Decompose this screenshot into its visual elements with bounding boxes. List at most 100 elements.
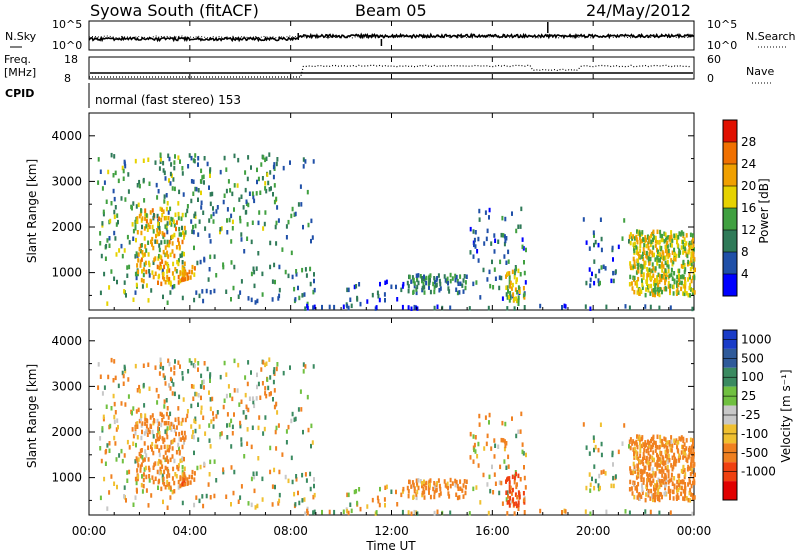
power-cell	[628, 234, 631, 239]
velocity-cell	[177, 479, 180, 485]
power-cell	[676, 243, 679, 248]
velocity-cell	[157, 394, 160, 399]
power-cell	[647, 234, 649, 239]
velocity-cell	[333, 509, 336, 515]
power-cell	[678, 231, 681, 236]
velocity-cell	[169, 485, 172, 490]
velocity-cell	[683, 474, 686, 480]
velocity-cell	[138, 388, 141, 394]
velocity-cell	[183, 472, 186, 477]
power-cell	[633, 241, 636, 247]
power-cell	[173, 275, 176, 281]
velocity-cell	[166, 444, 169, 450]
velocity-cell	[233, 388, 236, 393]
power-cell	[634, 264, 637, 269]
velocity-cell	[108, 490, 111, 495]
velocity-cell	[628, 439, 631, 444]
power-cell	[168, 268, 171, 273]
power-cell	[662, 264, 665, 269]
power-cell	[668, 273, 671, 279]
velocity-cell	[506, 500, 509, 505]
velocity-cell	[251, 425, 254, 430]
power-cell	[97, 157, 100, 162]
velocity-cell	[244, 375, 247, 380]
velocity-cell	[173, 370, 176, 376]
velocity-cell	[103, 385, 106, 390]
velocity-cell	[213, 493, 216, 499]
power-cell	[121, 165, 124, 171]
power-cell	[290, 213, 293, 219]
velocity-cell	[647, 439, 649, 444]
power-cell	[108, 243, 111, 248]
velocity-cell	[310, 443, 312, 449]
power-cell	[186, 208, 189, 214]
velocity-cell	[197, 402, 199, 407]
power-cell	[312, 159, 315, 164]
velocity-cell	[663, 436, 666, 441]
power-cell	[652, 287, 655, 293]
velocity-cell	[177, 416, 180, 422]
velocity-cell	[657, 487, 660, 493]
power-cell	[475, 280, 478, 285]
power-cell	[113, 214, 116, 220]
power-cell	[142, 158, 145, 163]
velocity-cell	[162, 454, 165, 460]
power-cell	[166, 239, 169, 245]
power-cell	[300, 202, 303, 207]
velocity-cell	[416, 489, 419, 495]
power-cell	[641, 278, 643, 283]
power-cell	[465, 274, 468, 279]
power-cell	[152, 229, 155, 234]
velocity-cell	[313, 492, 316, 498]
power-cell	[653, 252, 655, 258]
power-cell	[231, 219, 234, 225]
nave-trace	[89, 64, 692, 78]
velocity-cell	[455, 492, 458, 497]
velocity-cell	[134, 476, 137, 482]
velocity-cell	[252, 399, 255, 405]
power-cell	[145, 224, 148, 229]
velocity-cell	[109, 423, 112, 429]
x-tick-label: 00:00	[72, 524, 107, 538]
velocity-cell	[199, 464, 202, 470]
power-y-label: Slant Range [km]	[25, 159, 39, 263]
power-cell	[689, 293, 692, 298]
power-cell	[293, 212, 296, 217]
velocity-cell	[304, 472, 307, 477]
power-cell	[156, 195, 159, 200]
power-cell	[499, 259, 502, 265]
velocity-cell	[328, 509, 331, 515]
velocity-cell	[447, 486, 449, 491]
power-cell	[448, 289, 451, 294]
power-cell	[659, 286, 662, 292]
velocity-cell	[201, 380, 204, 385]
power-cell	[641, 285, 644, 290]
velocity-cell	[272, 369, 275, 375]
velocity-cell	[258, 415, 261, 420]
power-cell	[113, 154, 116, 159]
velocity-cell	[166, 479, 169, 485]
power-cell	[645, 287, 648, 292]
velocity-cell	[640, 474, 643, 479]
velocity-cell	[114, 441, 117, 446]
power-cell	[158, 216, 161, 221]
power-cell	[240, 194, 243, 199]
velocity-cell	[124, 368, 127, 374]
power-cell	[429, 289, 432, 295]
velocity-cell	[300, 407, 303, 412]
velocity-cell	[690, 466, 693, 472]
velocity-cell	[423, 490, 426, 495]
power-cell	[247, 296, 250, 301]
power-cell	[193, 266, 196, 271]
power-cell	[169, 280, 172, 285]
velocity-cell	[510, 491, 513, 496]
power-cell	[228, 217, 231, 223]
power-cell	[663, 231, 666, 236]
velocity-cell	[522, 451, 525, 456]
power-cell	[650, 275, 653, 281]
power-cell	[152, 245, 155, 251]
velocity-cell	[654, 462, 657, 467]
power-cell	[663, 286, 666, 292]
power-cell	[689, 267, 692, 272]
power-cell	[166, 201, 169, 206]
